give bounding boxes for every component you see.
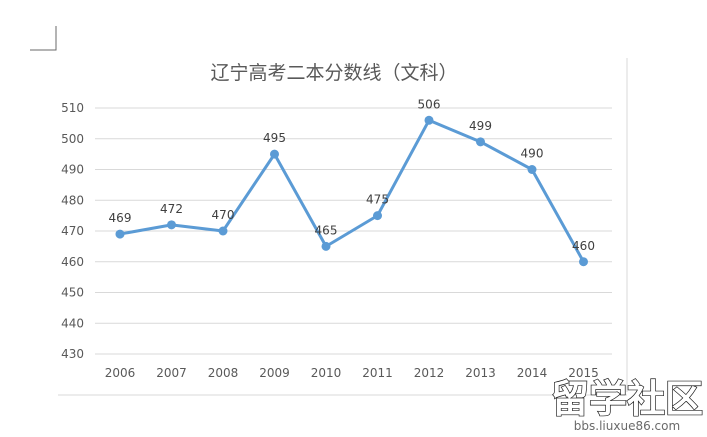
y-tick-label: 460 <box>61 255 84 269</box>
crop-mark <box>30 26 57 51</box>
series-layer <box>115 115 588 267</box>
watermark-main-text: 留学社区 <box>551 377 703 421</box>
x-tick-label: 2009 <box>259 366 290 380</box>
y-tick-label: 470 <box>61 224 84 238</box>
data-label: 495 <box>263 131 286 145</box>
x-tick-label: 2014 <box>517 366 548 380</box>
x-axis-tick-labels: 2006 2007 2008 2009 2010 2011 2012 2013 2014 2015 <box>105 366 599 380</box>
data-label: 460 <box>572 239 595 253</box>
data-point <box>579 257 588 267</box>
y-tick-label: 480 <box>61 193 84 207</box>
chart-title: 辽宁高考二本分数线（文科） <box>210 62 457 84</box>
y-tick-label: 430 <box>61 347 84 361</box>
data-point <box>373 211 382 221</box>
data-point <box>270 149 279 159</box>
data-label: 472 <box>160 202 183 216</box>
x-tick-label: 2013 <box>465 366 496 380</box>
data-labels: 469 472 470 495 465 475 506 499 490 460 <box>109 97 595 252</box>
y-tick-label: 490 <box>61 163 84 177</box>
data-point <box>167 220 176 230</box>
data-point <box>115 229 125 239</box>
y-tick-label: 440 <box>61 316 84 330</box>
watermark-url: bbs.liuxue86.com <box>574 419 680 433</box>
data-point <box>424 115 434 125</box>
x-tick-label: 2011 <box>362 366 393 380</box>
data-label: 506 <box>418 97 441 111</box>
x-tick-label: 2012 <box>414 366 445 380</box>
data-label: 499 <box>469 119 492 133</box>
data-label: 490 <box>521 147 544 161</box>
y-tick-label: 500 <box>61 132 84 146</box>
x-tick-label: 2007 <box>156 366 187 380</box>
y-tick-label: 510 <box>61 101 84 115</box>
data-label: 469 <box>109 211 132 225</box>
watermark-logo: 留学社区 bbs.liuxue86.com <box>550 376 703 433</box>
data-label: 465 <box>315 223 338 237</box>
gridlines <box>95 107 612 355</box>
x-tick-label: 2008 <box>208 366 239 380</box>
data-point <box>527 165 537 174</box>
y-tick-label: 450 <box>61 286 84 300</box>
x-tick-label: 2006 <box>105 366 136 380</box>
data-label: 470 <box>212 208 235 222</box>
data-point <box>476 137 485 147</box>
x-tick-label: 2015 <box>568 366 599 380</box>
data-point <box>321 241 331 251</box>
series-line <box>118 118 585 264</box>
x-tick-label: 2010 <box>311 366 342 380</box>
data-label: 475 <box>366 193 389 207</box>
y-axis-tick-labels: 430 440 450 460 470 480 490 500 510 <box>61 101 84 361</box>
data-point <box>218 226 228 236</box>
